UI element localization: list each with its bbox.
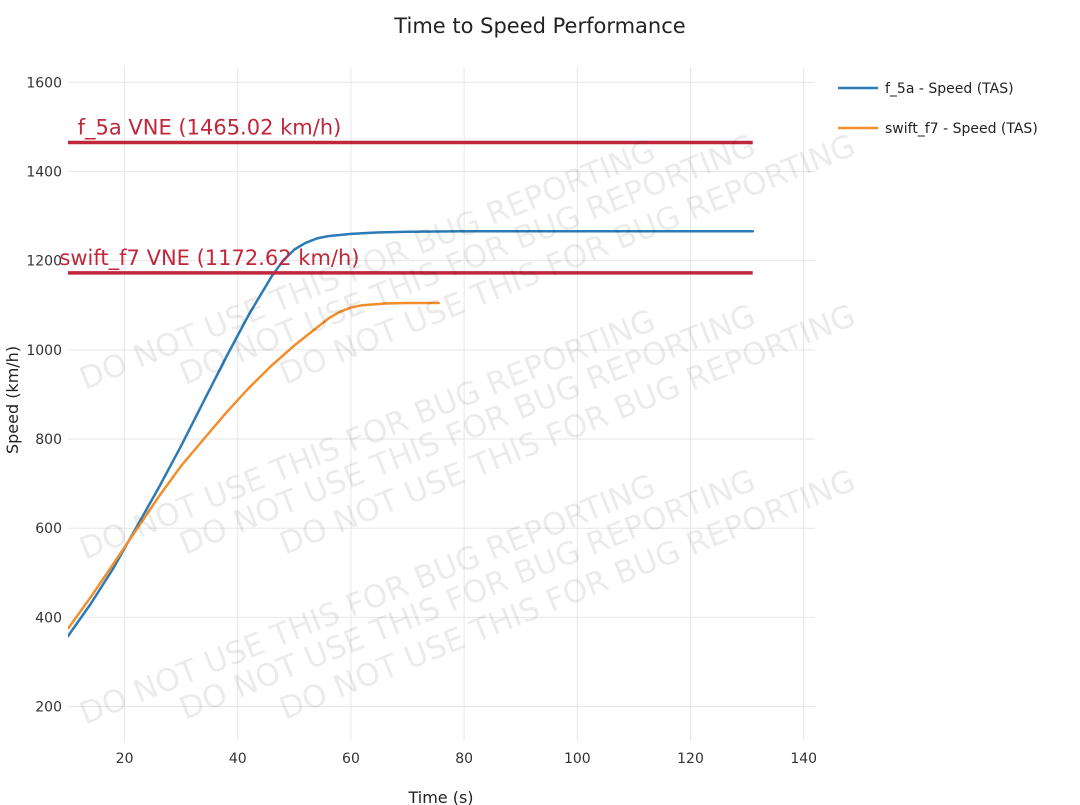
y-tick-label: 600 — [35, 521, 62, 537]
series-line-2[interactable] — [68, 301, 440, 630]
tick-labels: 20 40 60 80 100 120 140 200 400 600 800 1000 1200 140… — [26, 75, 817, 767]
x-tick-label: 60 — [342, 751, 360, 767]
y-axis-label: Speed (km/h) — [3, 346, 22, 454]
series-line-1[interactable] — [68, 229, 755, 638]
legend[interactable]: f_5a - Speed (TAS) swift_f7 - Speed (TAS) — [838, 81, 1038, 137]
y-tick-label: 800 — [35, 432, 62, 448]
x-tick-label: 40 — [229, 751, 247, 767]
vne-label-1: f_5a VNE (1465.02 km/h) — [78, 115, 342, 140]
y-tick-label: 400 — [35, 610, 62, 626]
vne-label-2: swift_f7 VNE (1172.62 km/h) — [59, 246, 359, 271]
chart-title: Time to Speed Performance — [393, 14, 685, 38]
x-tick-label: 80 — [455, 751, 473, 767]
x-axis-label: Time (s) — [407, 788, 473, 805]
x-tick-label: 120 — [677, 751, 704, 767]
y-tick-label: 1600 — [26, 75, 62, 91]
x-tick-label: 140 — [790, 751, 817, 767]
grid-lines — [68, 68, 815, 740]
legend-label-2[interactable]: swift_f7 - Speed (TAS) — [885, 121, 1038, 137]
y-tick-label: 1000 — [26, 343, 62, 359]
legend-label-1[interactable]: f_5a - Speed (TAS) — [885, 81, 1014, 97]
x-tick-label: 100 — [564, 751, 591, 767]
x-tick-label: 20 — [116, 751, 134, 767]
y-tick-label: 200 — [35, 700, 62, 716]
series-layer — [68, 229, 755, 638]
vne-lines: f_5a VNE (1465.02 km/h) swift_f7 VNE (117… — [59, 115, 753, 275]
y-tick-label: 1200 — [26, 254, 62, 270]
y-tick-label: 1400 — [26, 164, 62, 180]
